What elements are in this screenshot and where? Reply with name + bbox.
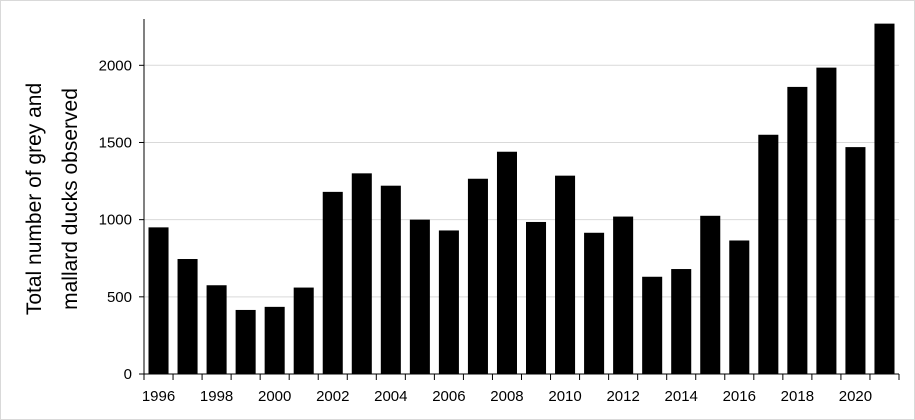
bar-2001	[293, 287, 314, 374]
bar-2003	[351, 173, 372, 374]
bar-1999	[235, 309, 256, 374]
y-tick-label: 0	[124, 366, 132, 383]
y-tick-label: 2000	[99, 57, 132, 74]
bar-2016	[729, 240, 750, 374]
bars	[148, 23, 895, 375]
y-tick-label: 1500	[99, 134, 132, 151]
y-axis-title: Total number of grey and mallard ducks o…	[23, 83, 82, 315]
bar-2007	[467, 178, 488, 374]
x-tick-label: 2000	[258, 388, 291, 405]
bar-2008	[496, 151, 517, 374]
x-tick-label: 2002	[316, 388, 349, 405]
bar-2000	[264, 306, 285, 374]
bar-2002	[322, 191, 343, 374]
bar-1996	[148, 227, 169, 374]
bar-2004	[380, 185, 401, 374]
x-tick-label: 2020	[839, 388, 872, 405]
bar-2021	[874, 23, 895, 375]
y-axis-title-line-1: Total number of grey and	[23, 83, 46, 315]
x-tick-label: 2010	[548, 388, 581, 405]
bar-2011	[584, 232, 605, 374]
bar-2010	[555, 175, 576, 374]
bar-2020	[845, 147, 866, 374]
x-axis-ticks: 1996 1998 2000 2002 2004 2006 2008 2010 2012 2014…	[142, 374, 900, 405]
bar-2012	[613, 216, 634, 374]
y-axis-title-line-2: mallard ducks observed	[59, 88, 82, 310]
axes	[143, 19, 899, 375]
x-tick-label: 2012	[606, 388, 639, 405]
x-tick-label: 2016	[723, 388, 756, 405]
bar-2018	[787, 86, 808, 375]
x-tick-label: 2004	[374, 388, 407, 405]
bar-2014	[671, 269, 692, 374]
x-tick-label: 2006	[432, 388, 465, 405]
y-tick-label: 1000	[99, 212, 132, 229]
bar-2013	[642, 276, 663, 374]
bar-1997	[177, 259, 198, 374]
x-tick-label: 2008	[490, 388, 523, 405]
bar-1998	[206, 285, 227, 374]
bar-2017	[758, 134, 779, 374]
x-tick-label: 1996	[142, 388, 175, 405]
bar-2015	[700, 215, 721, 374]
gridlines	[144, 64, 899, 298]
x-tick-label: 1998	[200, 388, 233, 405]
y-tick-label: 500	[107, 289, 132, 306]
x-tick-label: 2018	[781, 388, 814, 405]
x-tick-label: 2014	[665, 388, 698, 405]
bar-2019	[816, 67, 837, 374]
y-axis-ticks: 0 500 1000 1500 2000	[99, 57, 144, 383]
bar-2006	[438, 230, 459, 374]
bar-2009	[526, 221, 547, 374]
bar-2005	[409, 219, 430, 374]
